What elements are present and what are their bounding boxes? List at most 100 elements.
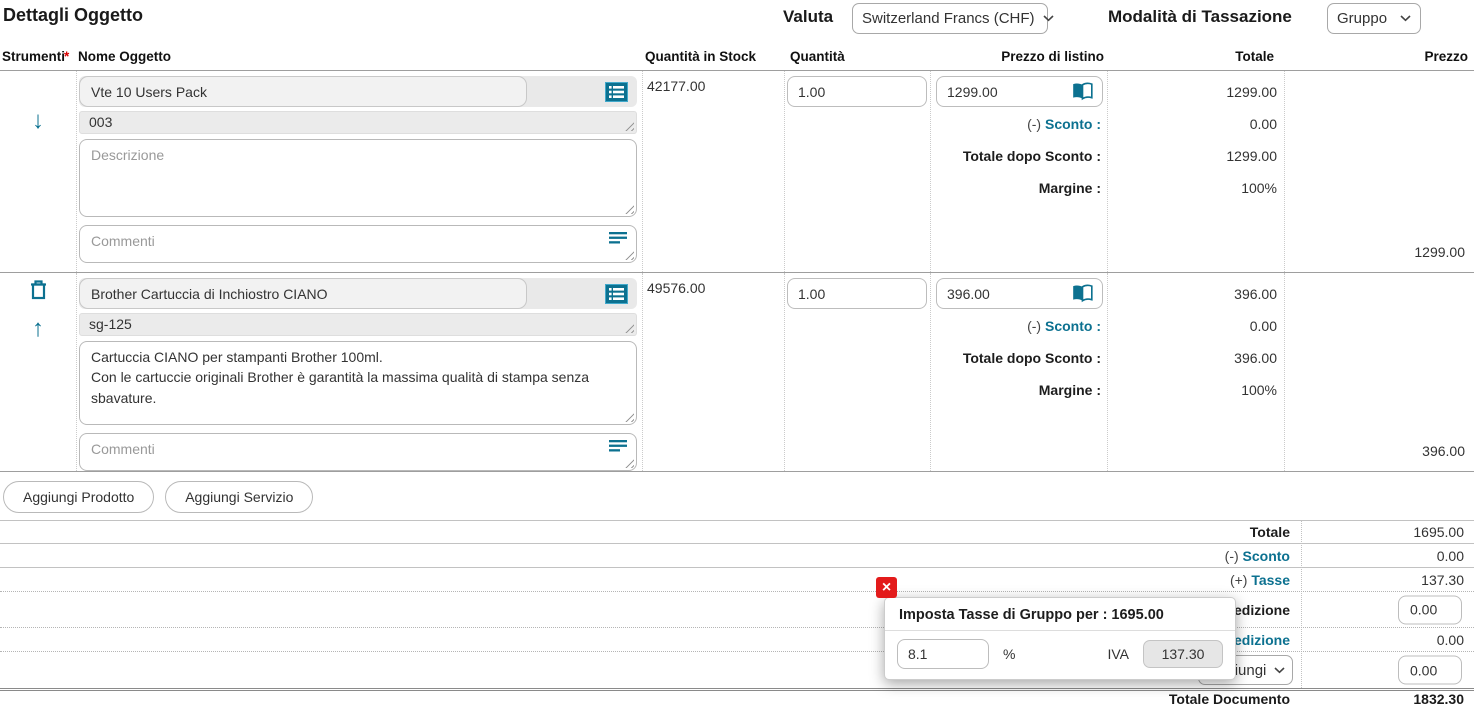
line-price-value: 396.00 — [1422, 443, 1465, 459]
stock-value: 49576.00 — [647, 280, 706, 296]
delete-row-icon[interactable] — [29, 279, 48, 301]
add-product-button[interactable]: Aggiungi Prodotto — [3, 481, 155, 513]
item-name-input[interactable] — [79, 278, 527, 309]
select-item-icon[interactable] — [605, 283, 628, 304]
col-price: Prezzo — [1424, 49, 1468, 64]
discount-label: (-) Sconto — [1224, 547, 1290, 564]
select-item-icon[interactable] — [605, 81, 628, 102]
chevron-down-icon — [1035, 15, 1054, 22]
list-price-field — [936, 76, 1103, 107]
group-tax-popup: Imposta Tasse di Gruppo per : 1695.00 % … — [884, 597, 1236, 680]
currency-select[interactable]: Switzerland Francs (CHF) — [852, 3, 1054, 34]
tax-row: (+) Tasse 137.30 — [0, 567, 1474, 591]
line-discount-value: 0.00 — [1249, 116, 1277, 132]
discount-value: 0.00 — [1436, 547, 1464, 564]
tax-value: 137.30 — [1421, 571, 1464, 588]
actions-bar: Aggiungi Prodotto Aggiungi Servizio — [0, 471, 1474, 520]
line-after-discount-value: 1299.00 — [1226, 148, 1277, 164]
line-total-value: 396.00 — [1234, 286, 1277, 302]
tax-amount-field: 137.30 — [1143, 640, 1223, 668]
stock-value: 42177.00 — [647, 78, 706, 94]
line-after-discount-value: 396.00 — [1234, 350, 1277, 366]
line-margin-value: 100% — [1241, 180, 1277, 196]
totals-divider — [1301, 520, 1302, 688]
group-tax-popup-title: Imposta Tasse di Gruppo per : 1695.00 — [899, 607, 1164, 623]
topbar: Dettagli Oggetto Valuta Switzerland Fran… — [0, 0, 1474, 44]
line-price-value: 1299.00 — [1414, 244, 1465, 260]
tax-mode-label: Modalità di Tassazione — [1108, 7, 1292, 26]
comments-input[interactable] — [79, 433, 637, 471]
col-tools: Strumenti — [2, 49, 66, 64]
discount-label: (-) Sconto : — [1027, 116, 1101, 132]
comments-input[interactable] — [79, 225, 637, 263]
page-title: Dettagli Oggetto — [3, 5, 143, 25]
adjustment-row: Arrotondamento Aggiungi — [0, 651, 1474, 688]
description-input[interactable] — [79, 139, 637, 217]
line-discount-value: 0.00 — [1249, 318, 1277, 334]
currency-label: Valuta — [783, 7, 834, 26]
after-discount-label: Totale dopo Sconto : — [962, 148, 1101, 164]
line-item-row: ↑ sg-125 Cartuccia CIANO per stampanti B… — [0, 272, 1474, 471]
shipping-tax-value: 0.00 — [1436, 631, 1464, 648]
discount-label: (-) Sconto : — [1027, 318, 1101, 334]
percent-sign: % — [1003, 646, 1016, 662]
move-down-icon[interactable]: ↓ — [32, 107, 44, 134]
shipping-row: (+) Costi di Spedizione — [0, 591, 1474, 627]
chevron-down-icon — [1392, 15, 1411, 22]
item-name-strip — [79, 278, 637, 309]
totals-section: Totale 1695.00 (-) Sconto 0.00 (+) Tasse… — [0, 520, 1474, 706]
shipping-input[interactable] — [1398, 595, 1462, 624]
resize-grip[interactable] — [624, 121, 634, 131]
tax-name-label: IVA — [1107, 646, 1129, 662]
col-stock: Quantità in Stock — [645, 49, 757, 64]
resize-grip[interactable] — [624, 204, 634, 214]
document-total-row: Totale Documento 1832.30 — [0, 688, 1474, 706]
item-code-input[interactable]: sg-125 — [79, 313, 637, 336]
document-total-value: 1832.30 — [1413, 690, 1464, 706]
line-item-row: ↓ 003 — [0, 71, 1474, 272]
required-marker: * — [64, 49, 70, 64]
tax-rate-input[interactable] — [897, 639, 989, 669]
comment-lines-icon[interactable] — [609, 440, 627, 452]
resize-grip[interactable] — [624, 412, 634, 422]
list-price-field — [936, 278, 1103, 309]
tax-label: (+) Tasse — [1229, 571, 1290, 588]
shipping-tax-row: (+) Tasse Spedizione 0.00 — [0, 627, 1474, 651]
quantity-input[interactable] — [787, 278, 927, 309]
price-book-icon[interactable] — [1071, 284, 1094, 303]
line-total-value: 1299.00 — [1226, 84, 1277, 100]
resize-grip[interactable] — [624, 458, 634, 468]
discount-row: (-) Sconto 0.00 — [0, 543, 1474, 567]
total-label: Totale — [1249, 524, 1290, 540]
adjustment-input[interactable] — [1398, 655, 1462, 685]
list-price-input[interactable] — [937, 78, 1071, 105]
total-value: 1695.00 — [1413, 524, 1464, 540]
tax-mode-select[interactable]: Gruppo — [1327, 3, 1421, 34]
item-code-input[interactable]: 003 — [79, 111, 637, 134]
col-name: Nome Oggetto — [78, 49, 171, 64]
chevron-down-icon — [1266, 666, 1285, 674]
margin-label: Margine : — [1038, 180, 1101, 196]
table-header: Strumenti * Nome Oggetto Quantità in Sto… — [0, 44, 1474, 71]
col-qty: Quantità — [790, 49, 845, 64]
move-up-icon[interactable]: ↑ — [32, 315, 44, 342]
list-price-input[interactable] — [937, 280, 1071, 307]
item-name-input[interactable] — [79, 76, 527, 107]
add-service-button[interactable]: Aggiungi Servizio — [165, 481, 314, 513]
comment-lines-icon[interactable] — [609, 232, 627, 244]
divider — [885, 630, 1235, 631]
close-icon[interactable]: × — [876, 577, 897, 598]
line-margin-value: 100% — [1241, 382, 1277, 398]
resize-grip[interactable] — [624, 250, 634, 260]
resize-grip[interactable] — [624, 323, 634, 333]
item-name-strip — [79, 76, 637, 107]
quantity-input[interactable] — [787, 76, 927, 107]
description-input[interactable]: Cartuccia CIANO per stampanti Brother 10… — [79, 341, 637, 425]
price-book-icon[interactable] — [1071, 82, 1094, 101]
tax-mode-select-value: Gruppo — [1337, 10, 1388, 27]
currency-select-value: Switzerland Francs (CHF) — [862, 10, 1035, 27]
col-list-price: Prezzo di listino — [1001, 49, 1104, 64]
document-total-label: Totale Documento — [1168, 690, 1290, 706]
margin-label: Margine : — [1038, 382, 1101, 398]
